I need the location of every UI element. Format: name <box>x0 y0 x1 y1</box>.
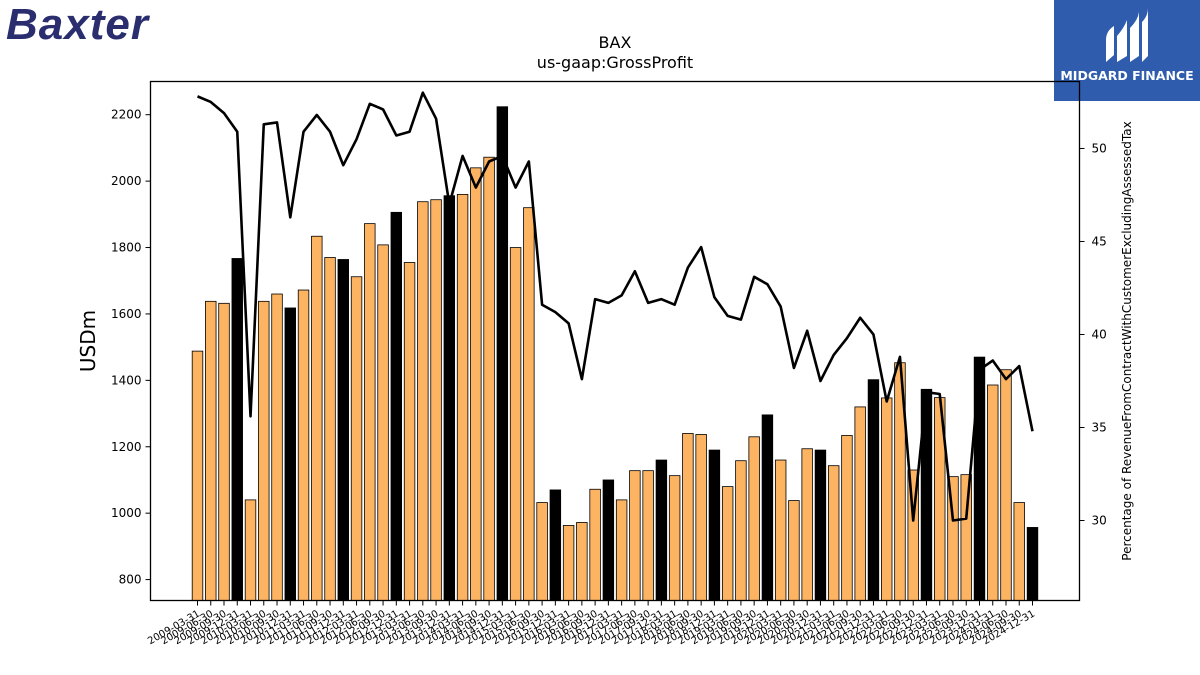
bar <box>854 406 866 601</box>
y-tick-label: 2200 <box>111 108 142 122</box>
bar <box>258 300 270 601</box>
bar <box>311 235 323 601</box>
bar <box>244 499 257 601</box>
bar <box>774 459 787 601</box>
y-axis-label: USDm <box>76 310 100 372</box>
y2-axis-label: Percentage of RevenueFromContractWithCus… <box>1120 121 1134 560</box>
bar <box>430 199 442 601</box>
left-axis: 800 1000 1200 1400 1600 1800 2000 2200 <box>111 108 151 587</box>
chart-title: BAX <box>599 33 632 52</box>
bar <box>629 470 641 601</box>
bar <box>284 307 296 601</box>
bar <box>960 474 972 601</box>
bar <box>1013 502 1025 601</box>
bar <box>801 448 813 601</box>
y-tick-label: 1200 <box>111 440 142 454</box>
y2-tick-label: 45 <box>1092 234 1107 248</box>
y-tick-label: 2000 <box>111 174 142 188</box>
bar <box>496 106 509 601</box>
bar <box>1026 527 1039 601</box>
bar <box>324 257 336 601</box>
bar <box>417 201 429 601</box>
bar <box>403 262 416 601</box>
bar <box>602 479 615 601</box>
bar <box>589 488 601 601</box>
bar <box>549 489 562 601</box>
y2-tick-label: 40 <box>1092 327 1107 341</box>
bar <box>576 522 588 601</box>
bar <box>814 449 827 601</box>
bar <box>271 293 283 601</box>
bar <box>377 244 389 601</box>
bar <box>761 414 774 601</box>
bar <box>483 156 495 601</box>
bar <box>748 436 760 601</box>
bar <box>443 195 456 601</box>
y-tick-label: 1800 <box>111 241 142 255</box>
bar <box>337 259 349 601</box>
bar <box>615 499 628 601</box>
midgard-finance-text: MIDGARD FINANCE <box>1060 68 1194 83</box>
plot-frame <box>149 80 1081 602</box>
bar <box>973 356 986 601</box>
bar <box>470 167 482 601</box>
bars-layer <box>191 106 1039 601</box>
x-axis: 2009-03-312009-06-302009-09-302009-12-31… <box>146 600 1037 647</box>
y2-tick-label: 30 <box>1092 514 1107 528</box>
bar <box>231 258 243 601</box>
bar <box>708 449 721 601</box>
bar <box>695 434 707 601</box>
midgard-emblem-icon <box>1106 8 1148 62</box>
bar <box>205 300 217 601</box>
bar <box>390 211 403 601</box>
bar <box>297 289 310 601</box>
bar <box>509 247 522 601</box>
bar <box>562 525 575 601</box>
bar <box>827 465 840 601</box>
y-tick-label: 1400 <box>111 373 142 387</box>
bar <box>881 397 893 601</box>
bar <box>655 459 668 601</box>
bar <box>668 475 681 601</box>
bar <box>721 486 734 601</box>
bar <box>642 470 654 601</box>
bar <box>364 223 376 601</box>
series-line <box>196 91 1034 522</box>
bar <box>987 384 999 601</box>
bar <box>682 433 694 601</box>
bar <box>735 460 747 601</box>
midgard-finance-logo: MIDGARD FINANCE <box>1054 0 1200 101</box>
bar <box>1000 369 1012 601</box>
baxter-logo: Baxter <box>6 0 149 49</box>
y2-tick-label: 35 <box>1092 421 1107 435</box>
bar <box>523 207 535 601</box>
line-layer <box>196 91 1034 522</box>
y2-tick-label: 50 <box>1092 141 1107 155</box>
y-tick-label: 800 <box>119 573 142 587</box>
bar <box>350 276 363 601</box>
right-axis: 30 35 40 45 50 <box>1079 141 1107 528</box>
bar <box>536 502 548 601</box>
bar <box>841 435 853 601</box>
bar <box>788 500 800 601</box>
y-tick-label: 1000 <box>111 506 142 520</box>
bar <box>456 193 469 601</box>
bar <box>218 302 230 601</box>
bar <box>191 350 204 601</box>
bar <box>867 379 880 601</box>
y-tick-label: 1600 <box>111 307 142 321</box>
chart-subtitle: us-gaap:GrossProfit <box>537 53 693 72</box>
